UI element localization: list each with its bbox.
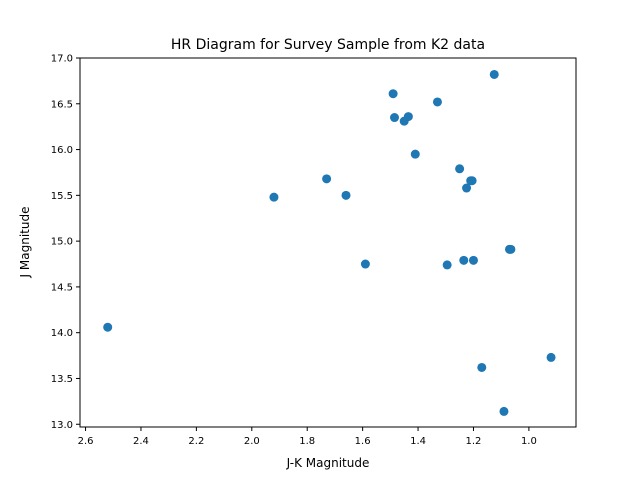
y-axis-label: J Magnitude xyxy=(18,207,32,279)
data-point xyxy=(341,190,351,200)
y-tick-label: 13.0 xyxy=(51,420,73,431)
x-axis-label: J-K Magnitude xyxy=(286,456,370,470)
data-point xyxy=(477,362,487,372)
x-tick-label: 1.8 xyxy=(299,436,315,447)
data-point xyxy=(499,406,509,416)
data-point xyxy=(388,89,398,99)
y-tick-label: 15.0 xyxy=(51,237,73,248)
x-tick-label: 2.0 xyxy=(244,436,260,447)
data-point xyxy=(468,255,478,265)
y-axis: 13.0 13.5 14.0 14.5 15.0 15.5 16.0 16.5 17.0 xyxy=(51,54,80,431)
y-tick-label: 17.0 xyxy=(51,54,73,65)
data-point xyxy=(462,183,472,193)
x-tick-label: 2.4 xyxy=(133,436,149,447)
x-tick-label: 1.6 xyxy=(355,436,371,447)
data-point xyxy=(546,352,556,362)
y-tick-label: 13.5 xyxy=(51,374,73,385)
y-tick-label: 16.0 xyxy=(51,145,73,156)
data-point xyxy=(467,176,477,186)
data-point xyxy=(410,149,420,159)
data-point xyxy=(506,244,516,254)
x-tick-label: 1.2 xyxy=(466,436,482,447)
y-tick-label: 16.5 xyxy=(51,99,73,110)
data-point xyxy=(489,69,499,79)
y-tick-label: 15.5 xyxy=(51,191,73,202)
chart-title: HR Diagram for Survey Sample from K2 dat… xyxy=(171,37,485,53)
y-tick-label: 14.0 xyxy=(51,328,73,339)
data-point xyxy=(459,255,469,265)
data-point xyxy=(455,164,465,174)
plot-area xyxy=(79,57,577,428)
data-point xyxy=(432,97,442,107)
data-point xyxy=(360,259,370,269)
data-point xyxy=(390,113,400,123)
x-tick-label: 2.2 xyxy=(188,436,204,447)
x-tick-label: 1.0 xyxy=(521,436,537,447)
x-tick-label: 2.6 xyxy=(78,436,94,447)
data-points xyxy=(103,69,556,416)
data-point xyxy=(403,112,413,122)
data-point xyxy=(442,260,452,270)
x-tick-label: 1.4 xyxy=(410,436,426,447)
data-point xyxy=(322,174,332,184)
x-axis: 2.6 2.4 2.2 2.0 1.8 1.6 1.4 1.2 1.0 xyxy=(78,427,537,447)
y-tick-label: 14.5 xyxy=(51,282,73,293)
data-point xyxy=(269,192,279,202)
data-point xyxy=(103,322,113,332)
